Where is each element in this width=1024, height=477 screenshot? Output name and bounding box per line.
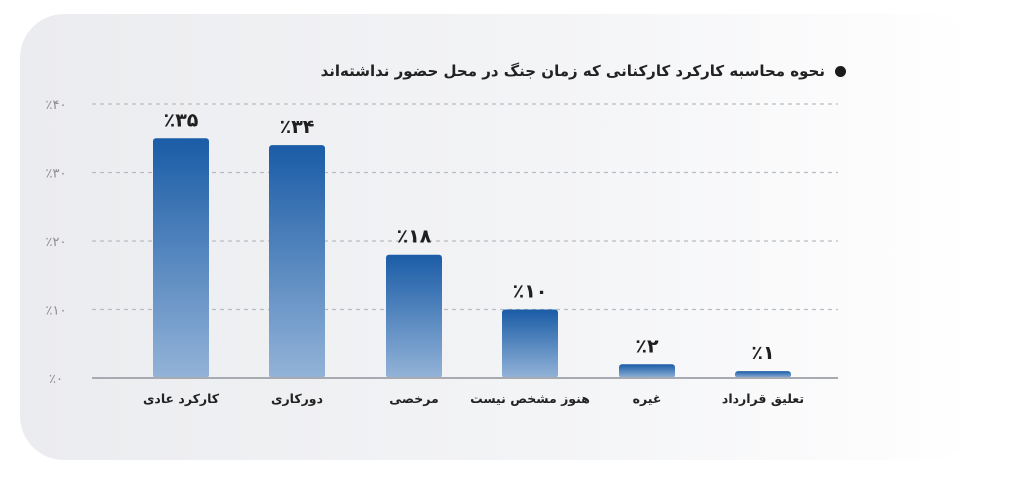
bar-value-label: ٪۳۵ — [164, 109, 199, 131]
y-tick-label: ٪۱۰ — [46, 304, 67, 319]
bars — [153, 138, 791, 378]
y-tick-label: ٪۴۰ — [46, 98, 67, 113]
title-bullet-icon — [835, 65, 846, 77]
bar — [269, 145, 325, 378]
chart-title: نحوه محاسبه کارکرد کارکنانی که زمان جنگ … — [320, 62, 825, 80]
category-label: مرخصی — [389, 391, 439, 406]
chart-title-row: نحوه محاسبه کارکرد کارکنانی که زمان جنگ … — [321, 56, 846, 86]
bar-value-label: ٪۳۴ — [280, 116, 315, 138]
category-label: کارکرد عادی — [143, 391, 220, 406]
bar-value-label: ٪۲ — [635, 335, 659, 357]
bar-value-label: ٪۱۸ — [397, 226, 432, 248]
category-label: غیره — [633, 391, 662, 406]
y-tick-label: ٪۲۰ — [46, 235, 67, 250]
value-labels: ٪۳۵ ٪۳۴ ٪۱۸ ٪۱۰ ٪۲ ٪۱ — [164, 109, 775, 364]
category-label: دورکاری — [271, 391, 323, 406]
bar — [619, 364, 675, 378]
y-axis-ticks: ٪۰ ٪۱۰ ٪۲۰ ٪۳۰ ٪۴۰ — [46, 98, 67, 387]
bar-value-label: ٪۱۰ — [513, 281, 548, 303]
bar-value-label: ٪۱ — [751, 342, 774, 364]
category-label: تعلیق قرارداد — [722, 391, 804, 406]
bar — [386, 254, 442, 378]
category-label: هنوز مشخص نیست — [470, 391, 590, 406]
bar — [153, 138, 209, 378]
bar — [502, 309, 558, 378]
y-tick-label: ٪۰ — [49, 372, 63, 387]
category-labels: کارکرد عادی دورکاری مرخصی هنوز مشخص نیست غیر… — [143, 391, 804, 406]
y-tick-label: ٪۳۰ — [46, 167, 67, 182]
bar — [735, 371, 791, 378]
